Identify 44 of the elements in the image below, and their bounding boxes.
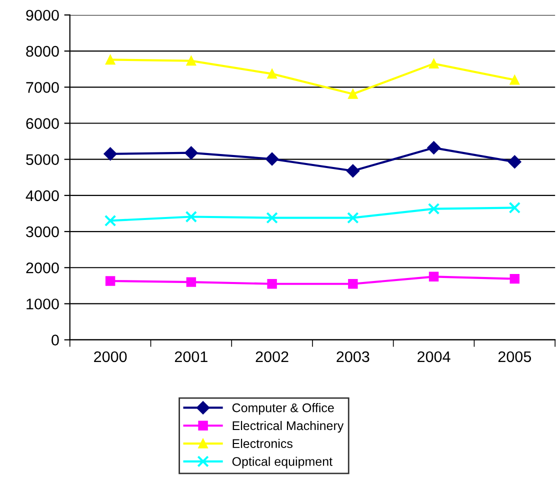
- point: [508, 202, 521, 214]
- point: [510, 274, 520, 284]
- legend-label: Electronics: [232, 438, 292, 448]
- point: [428, 272, 439, 282]
- y-tick-label: 1000: [26, 298, 59, 310]
- point: [186, 56, 196, 66]
- x-tick-label: 2002: [256, 351, 288, 362]
- point: [428, 202, 440, 215]
- point: [104, 147, 117, 161]
- y-tick-label: 0: [52, 334, 59, 346]
- legend-label: Computer & Office: [232, 403, 334, 415]
- x-tick-label: 2004: [418, 351, 450, 362]
- point: [105, 54, 116, 65]
- point: [508, 155, 522, 168]
- point: [427, 141, 440, 154]
- y-tick-label: 8000: [26, 46, 59, 57]
- y-tick-label: 5000: [26, 154, 59, 166]
- y-tick-label: 3000: [26, 226, 59, 238]
- point: [428, 58, 439, 69]
- point: [346, 164, 360, 178]
- point: [348, 279, 358, 289]
- y-tick-label: 4000: [26, 190, 59, 202]
- point: [266, 212, 278, 224]
- x-tick-label: 2000: [94, 351, 127, 362]
- point: [348, 89, 358, 99]
- legend-label: Optical equipment: [232, 456, 332, 468]
- point: [104, 214, 116, 227]
- point: [186, 277, 196, 287]
- point: [105, 276, 116, 286]
- x-tick-label: 2001: [174, 351, 208, 362]
- y-tick-label: 6000: [26, 118, 59, 129]
- y-tick-label: 7000: [26, 82, 59, 93]
- point: [265, 152, 279, 166]
- point: [510, 75, 520, 85]
- x-tick-label: 2003: [336, 351, 370, 362]
- y-tick-label: 2000: [26, 262, 59, 274]
- point: [184, 146, 198, 160]
- legend-label: Electrical Machinery: [232, 420, 344, 433]
- point: [185, 210, 198, 223]
- x-tick-label: 2005: [498, 351, 532, 362]
- point: [267, 68, 277, 79]
- point: [267, 279, 277, 289]
- y-tick-label: 9000: [26, 10, 59, 21]
- point: [347, 212, 359, 224]
